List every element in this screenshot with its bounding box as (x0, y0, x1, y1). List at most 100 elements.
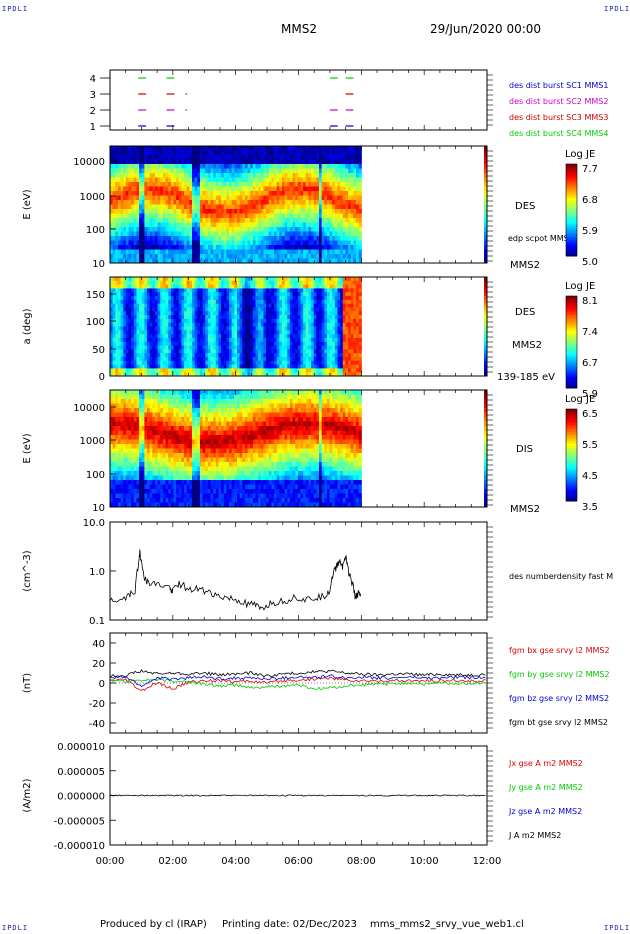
dis-energy-label: DIS (516, 444, 533, 455)
des-pitch-y-tick-label: 150 (86, 290, 105, 301)
burst-y-tick-label: 4 (90, 74, 96, 85)
footer-printing-date: Printing date: 02/Dec/2023 (222, 919, 358, 930)
density-series-line (109, 549, 362, 611)
x-tick-label: 10:00 (410, 856, 439, 867)
current-legend-entry: Jx gse A m2 MMS2 (508, 759, 583, 768)
des-pitch-label: DES (515, 307, 535, 318)
corner-label-top-left: IPDLI (2, 5, 29, 13)
density-y-tick-label: 10.0 (83, 518, 105, 529)
x-tick-label: 00:00 (96, 856, 125, 867)
dis-energy-colorbar-tick-label: 5.5 (582, 440, 598, 451)
des-energy-colorbar (566, 164, 577, 257)
des-energy-sc-label: MMS2 (510, 260, 540, 271)
bfield-y-tick-label: 0 (99, 679, 105, 690)
des-pitch-spectrogram (110, 277, 487, 377)
des-energy-sublabel: edp scpot MMS2 (508, 234, 574, 243)
density-y-tick-label: 1.0 (89, 567, 105, 578)
des-pitch-ylabel: a (deg) (22, 308, 33, 344)
x-tick-label: 06:00 (284, 856, 313, 867)
des-energy-colorbar-tick-label: 5.9 (582, 226, 598, 237)
des-energy-y-tick-label: 10 (92, 259, 105, 270)
des-pitch-energy-label: 139-185 eV (497, 372, 555, 383)
current-legend-entry: Jy gse A m2 MMS2 (508, 783, 583, 792)
des-pitch-sc-label: MMS2 (512, 340, 542, 351)
dis-energy-colorbar-tick-label: 4.5 (582, 471, 598, 482)
bfield-legend-entry: fgm by gse srvy l2 MMS2 (509, 670, 610, 679)
burst-legend-entry: des dist burst SC4 MMS4 (509, 129, 608, 138)
current-ylabel: (A/m2) (22, 778, 33, 812)
density-legend-entry: des numberdensity fast M (509, 572, 613, 581)
current-legend-entry: J A m2 MMS2 (508, 831, 561, 840)
dis-energy-colorbar (566, 409, 577, 502)
bfield-series-by (109, 677, 486, 691)
bfield-series-bz (109, 674, 486, 688)
bfield-series-bx (109, 676, 486, 691)
date-title: 29/Jun/2020 00:00 (430, 22, 542, 36)
footer-filename: mms_mms2_srvy_vue_web1.cl (370, 919, 524, 930)
des-pitch-y-tick-label: 100 (86, 317, 105, 328)
x-tick-label: 08:00 (347, 856, 376, 867)
panel-frame-burst-availability (109, 69, 488, 131)
des-energy-ylabel: E (eV) (22, 189, 33, 219)
des-energy-y-tick-label: 100 (86, 225, 105, 236)
dis-energy-colorbar-frame (565, 408, 578, 502)
des-pitch-colorbar-tick-label: 7.4 (582, 327, 598, 338)
des-energy-spectrogram (110, 146, 487, 264)
bfield-ylabel: (nT) (22, 673, 33, 693)
dis-energy-y-tick-label: 10000 (73, 403, 105, 414)
corner-label-bottom-left: IPDLI (2, 924, 29, 932)
dis-energy-y-tick-label: 100 (86, 470, 105, 481)
current-y-tick-label: 0.000010 (57, 742, 105, 753)
des-energy-y-tick-label: 1000 (80, 192, 105, 203)
corner-label-bottom-right: IPDLI (604, 924, 630, 932)
dis-energy-y-tick-label: 1000 (80, 436, 105, 447)
dis-energy-colorbar-tick-label: 6.5 (582, 409, 598, 420)
des-energy-colorbar-tick-label: 5.0 (582, 257, 598, 268)
des-pitch-colorbar-frame (565, 295, 578, 389)
des-pitch-colorbar-tick-label: 5.9 (582, 389, 598, 400)
current-y-tick-label: 0.000000 (57, 792, 105, 803)
burst-legend-entry: des dist burst SC2 MMS2 (509, 97, 608, 106)
des-pitch-colorbar-title: Log JE (565, 281, 595, 292)
dis-energy-ylabel: E (eV) (22, 433, 33, 463)
density-ylabel: (cm^-3) (22, 550, 33, 591)
x-tick-label: 02:00 (158, 856, 187, 867)
current-y-tick-label: -0.000005 (54, 816, 105, 827)
dis-energy-colorbar-tick-label: 3.5 (582, 502, 598, 513)
des-energy-label: DES (515, 201, 535, 212)
des-pitch-y-tick-label: 0 (99, 372, 105, 383)
des-pitch-colorbar-tick-label: 8.1 (582, 296, 598, 307)
burst-legend-entry: des dist burst SC3 MMS3 (509, 113, 608, 122)
des-pitch-colorbar-tick-label: 6.7 (582, 358, 598, 369)
spacecraft-title: MMS2 (281, 22, 317, 36)
des-energy-colorbar-tick-label: 7.7 (582, 164, 598, 175)
burst-legend-entry: des dist burst SC1 MMS1 (509, 81, 608, 90)
burst-y-tick-label: 2 (90, 106, 96, 117)
bfield-y-tick-label: 40 (92, 639, 105, 650)
dis-energy-y-tick-label: 10 (92, 503, 105, 514)
dis-energy-colorbar-title: Log JE (565, 394, 595, 405)
burst-y-tick-label: 3 (90, 90, 96, 101)
dis-energy-spectrogram (110, 390, 487, 508)
bfield-legend-entry: fgm bt gse srvy l2 MMS2 (509, 718, 608, 727)
bfield-y-tick-label: 20 (92, 659, 105, 670)
des-energy-colorbar-tick-label: 6.8 (582, 195, 598, 206)
current-y-tick-label: 0.000005 (57, 767, 105, 778)
dis-energy-sc-label: MMS2 (510, 504, 540, 515)
des-energy-colorbar-frame (565, 163, 578, 257)
bfield-y-tick-label: -20 (89, 699, 105, 710)
current-series-line (109, 794, 486, 797)
des-energy-colorbar-title: Log JE (565, 149, 595, 160)
bfield-legend-entry: fgm bx gse srvy l2 MMS2 (509, 646, 610, 655)
current-legend-entry: Jz gse A m2 MMS2 (508, 807, 582, 816)
x-tick-label: 04:00 (221, 856, 250, 867)
panel-frame-density (109, 521, 488, 621)
bfield-legend-entry: fgm bz gse srvy l2 MMS2 (509, 694, 609, 703)
burst-y-tick-label: 1 (90, 122, 96, 133)
des-energy-y-tick-label: 10000 (73, 157, 105, 168)
des-pitch-y-tick-label: 50 (92, 345, 105, 356)
corner-label-top-right: IPDLI (604, 5, 630, 13)
footer-producer: Produced by cl (IRAP) (100, 919, 207, 930)
density-y-tick-label: 0.1 (89, 616, 105, 627)
